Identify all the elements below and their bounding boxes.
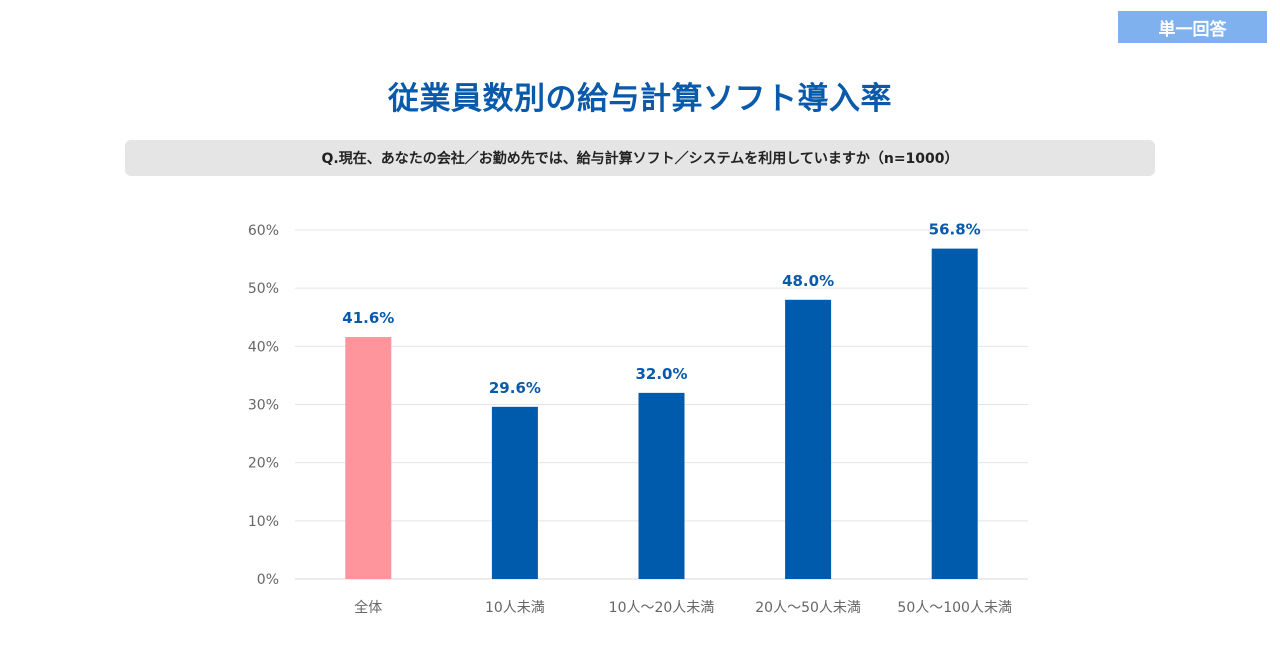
bar — [931, 248, 978, 579]
bar — [491, 406, 538, 579]
y-tick-label: 60% — [248, 223, 279, 239]
y-tick-label: 40% — [248, 339, 279, 355]
bar — [345, 337, 392, 579]
data-label: 41.6% — [342, 309, 394, 327]
x-tick-label: 10人～20人未満 — [609, 600, 715, 616]
x-axis-ticks: 全体 10人未満 10人～20人未満 20人～50人未満 50人～100人未満 — [354, 599, 1012, 616]
question-text: Q.現在、あなたの会社／お勤め先では、給与計算ソフト／システムを利用していますか… — [321, 151, 959, 167]
bar — [638, 392, 685, 579]
x-tick-label: 10人未満 — [485, 600, 545, 616]
question-banner: Q.現在、あなたの会社／お勤め先では、給与計算ソフト／システムを利用していますか… — [125, 140, 1155, 176]
data-label: 48.0% — [782, 272, 834, 290]
x-tick-label: 全体 — [354, 599, 382, 616]
y-axis-ticks: 0% 10% 20% 30% 40% 50% 60% — [248, 223, 279, 588]
y-tick-label: 30% — [248, 398, 279, 414]
y-tick-label: 50% — [248, 281, 279, 297]
bars — [345, 248, 978, 579]
y-tick-label: 20% — [248, 456, 279, 472]
x-tick-label: 50人～100人未満 — [897, 600, 1012, 616]
single-answer-badge: 単一回答 — [1118, 11, 1267, 43]
data-label: 56.8% — [929, 221, 981, 239]
chart-title: 従業員数別の給与計算ソフト導入率 — [388, 81, 892, 117]
y-tick-label: 10% — [248, 514, 279, 530]
badge-label: 単一回答 — [1158, 19, 1227, 40]
value-labels: 41.6% 29.6% 32.0% 48.0% 56.8% — [342, 221, 980, 397]
y-tick-label: 0% — [257, 572, 279, 588]
data-label: 29.6% — [489, 379, 541, 397]
data-label: 32.0% — [635, 365, 687, 383]
x-tick-label: 20人～50人未満 — [755, 600, 861, 616]
bar — [785, 299, 832, 579]
